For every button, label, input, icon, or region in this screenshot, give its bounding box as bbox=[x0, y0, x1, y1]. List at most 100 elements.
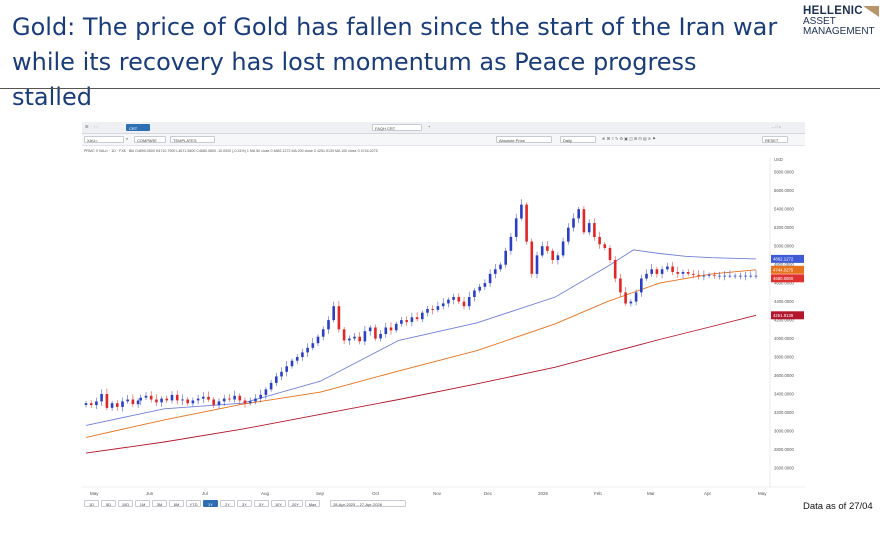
candle-body bbox=[530, 241, 534, 274]
candle-body bbox=[666, 266, 669, 270]
y-tick-label: 3200.0000 bbox=[774, 410, 794, 415]
range-button-10y[interactable]: 10Y bbox=[271, 500, 286, 507]
candle-body bbox=[228, 398, 231, 400]
candle-body bbox=[567, 227, 570, 242]
candle-body bbox=[509, 236, 513, 251]
candle-body bbox=[110, 403, 114, 408]
date-range-field[interactable]: 28-Apr-2025 – 27-Apr-2026 bbox=[330, 500, 406, 507]
candle-body bbox=[186, 399, 189, 404]
range-button-1m[interactable]: 1M bbox=[135, 500, 150, 507]
candle-body bbox=[306, 347, 309, 353]
price-badge bbox=[771, 274, 804, 283]
candle-body bbox=[702, 275, 706, 277]
candle-body bbox=[598, 236, 601, 245]
candle-body bbox=[681, 272, 685, 274]
candle-body bbox=[613, 260, 617, 279]
candle-body bbox=[379, 333, 382, 339]
candle-body bbox=[222, 398, 226, 402]
y-tick-label: 5600.0000 bbox=[774, 188, 794, 193]
range-button-3m[interactable]: 3M bbox=[152, 500, 167, 507]
candle-body bbox=[723, 275, 726, 277]
x-tick-label: Jul bbox=[202, 491, 208, 496]
interval-select[interactable]: Daily bbox=[560, 136, 596, 143]
search-icon[interactable]: ⌕ bbox=[126, 136, 129, 141]
nav-back-icon[interactable]: ‹ › bbox=[94, 124, 98, 129]
candle-body bbox=[744, 275, 747, 277]
range-button-20y[interactable]: 20Y bbox=[288, 500, 303, 507]
frame-tab[interactable]: FAQH CRT bbox=[372, 124, 422, 131]
candle-body bbox=[316, 336, 320, 344]
chart-screenshot: ☰ ‹ › CRT FAQH CRT + – □ × XAU= ⌕ COMPAR… bbox=[82, 122, 805, 512]
candle-body bbox=[233, 395, 236, 400]
candle-body bbox=[467, 297, 471, 307]
legend-text: PRMC 9 XAU= · 1D · FX$ · Bid O4690.0500 … bbox=[84, 149, 378, 153]
y-tick-label: 4400.0000 bbox=[774, 299, 794, 304]
y-tick-label: 3600.0000 bbox=[774, 373, 794, 378]
candle-body bbox=[624, 292, 627, 304]
y-tick-label: 3800.0000 bbox=[774, 355, 794, 360]
y-tick-label: 3400.0000 bbox=[774, 391, 794, 396]
range-button-5d[interactable]: 5D bbox=[101, 500, 116, 507]
candle-body bbox=[126, 399, 129, 402]
candle-body bbox=[608, 248, 612, 260]
x-tick-label: Mar bbox=[647, 491, 655, 496]
ric-tab[interactable]: CRT bbox=[126, 124, 150, 131]
candle-body bbox=[546, 246, 549, 251]
candle-body bbox=[342, 329, 346, 341]
candle-body bbox=[447, 299, 450, 304]
price-badge bbox=[771, 265, 804, 274]
templates-button[interactable]: TEMPLATES bbox=[170, 136, 215, 143]
drawing-tools-icon[interactable]: ⊕ ⌘ ≡ ✎ ⚙ ▣ ◫ ⊞ ⊟ ▤ ≋ ⚑ bbox=[602, 136, 656, 141]
range-button-10d[interactable]: 10D bbox=[118, 500, 133, 507]
app-menu-icon[interactable]: ☰ bbox=[85, 124, 89, 129]
candle-body bbox=[504, 250, 507, 265]
range-button-3y[interactable]: 3Y bbox=[237, 500, 252, 507]
ric-input[interactable]: XAU= bbox=[84, 136, 124, 143]
range-button-1d[interactable]: 1D bbox=[84, 500, 99, 507]
range-button-1y[interactable]: 1Y bbox=[203, 500, 218, 507]
candle-body bbox=[640, 278, 643, 293]
x-tick-label: May bbox=[90, 491, 99, 496]
range-button-5y[interactable]: 5Y bbox=[254, 500, 269, 507]
candle-body bbox=[405, 320, 408, 322]
y-tick-label: 3000.0000 bbox=[774, 428, 794, 433]
candle-body bbox=[175, 394, 179, 401]
compare-button[interactable]: COMPARE bbox=[134, 136, 166, 143]
candle-body bbox=[520, 204, 523, 219]
candle-body bbox=[634, 292, 638, 302]
candle-body bbox=[100, 394, 103, 402]
range-button-max[interactable]: Max bbox=[305, 500, 320, 507]
candle-body bbox=[348, 338, 351, 341]
candle-body bbox=[713, 274, 716, 276]
range-button-2y[interactable]: 2Y bbox=[220, 500, 235, 507]
window-controls-icon[interactable]: – □ × bbox=[772, 124, 782, 129]
candle-body bbox=[84, 403, 88, 405]
range-button-6m[interactable]: 6M bbox=[169, 500, 184, 507]
candle-body bbox=[89, 403, 93, 405]
add-tab-icon[interactable]: + bbox=[428, 124, 431, 129]
candle-body bbox=[733, 275, 737, 277]
header-divider bbox=[0, 88, 880, 89]
candle-body bbox=[181, 399, 184, 401]
candle-body bbox=[660, 269, 664, 274]
reset-button[interactable]: RESET bbox=[762, 136, 788, 143]
tab-strip: ☰ ‹ › CRT FAQH CRT + – □ × bbox=[82, 122, 805, 134]
price-mode-select[interactable]: Absolute Price bbox=[496, 136, 552, 143]
range-button-ytd[interactable]: YTD bbox=[186, 500, 201, 507]
candle-body bbox=[739, 275, 742, 277]
candle-body bbox=[280, 371, 283, 377]
search-toolbar: XAU= ⌕ COMPARE TEMPLATES Absolute Price … bbox=[82, 134, 805, 146]
candle-body bbox=[415, 317, 419, 320]
candle-body bbox=[212, 399, 215, 405]
candle-body bbox=[488, 273, 492, 284]
price-chart[interactable]: USD 5800.0000 5600.0000 5400.0000 5200.0000 5… bbox=[82, 157, 805, 512]
candle-body bbox=[149, 395, 153, 400]
candle-body bbox=[105, 394, 109, 408]
candle-body bbox=[483, 283, 487, 287]
candle-body bbox=[535, 255, 539, 274]
y-tick-label: 4200.0000 bbox=[774, 318, 794, 323]
candle-body bbox=[358, 336, 361, 342]
candle-body bbox=[389, 327, 393, 331]
y-tick-label: 5400.0000 bbox=[774, 207, 794, 212]
candle-body bbox=[207, 396, 210, 400]
